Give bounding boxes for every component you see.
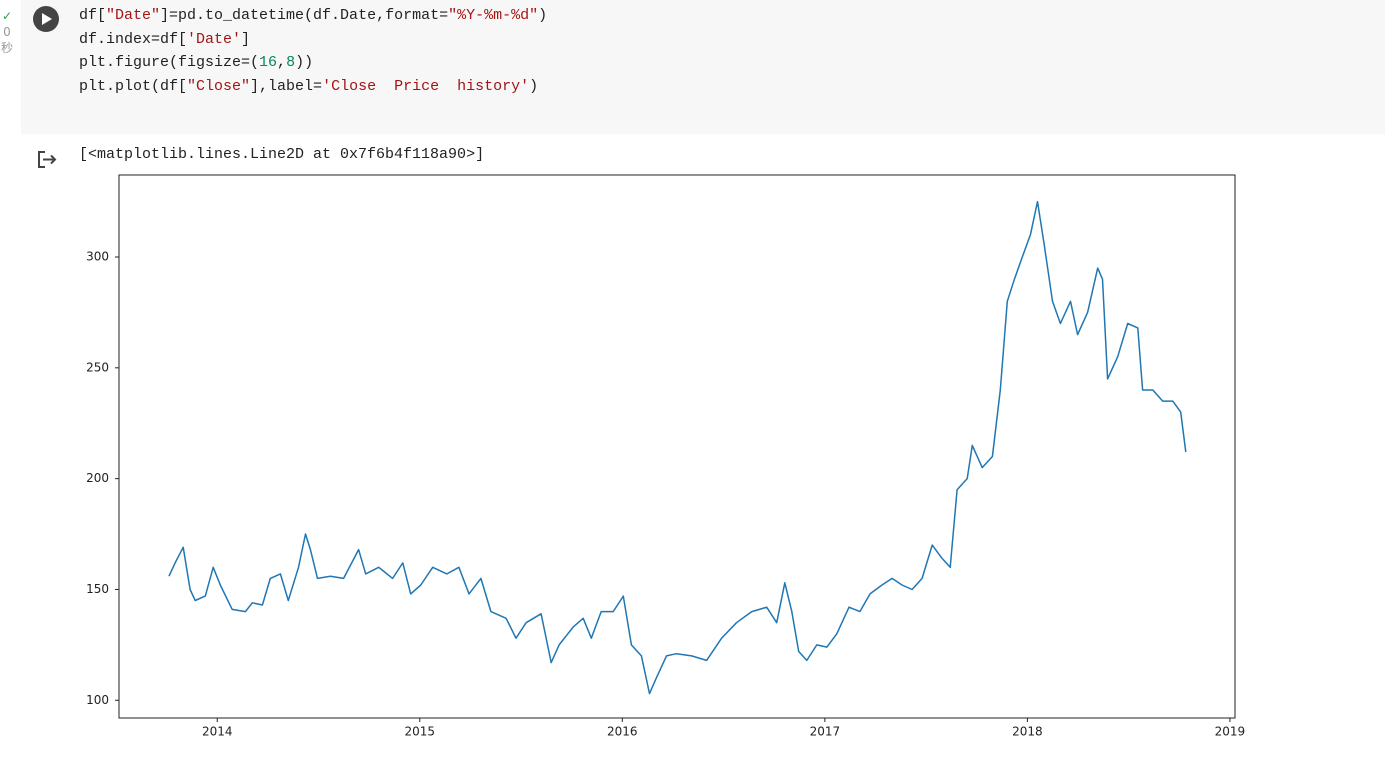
code-token: ) [538,7,548,24]
price-line [168,200,1187,695]
y-tick-label: 150 [86,582,109,596]
run-button[interactable] [26,0,66,40]
x-tick-label: 2018 [1012,725,1043,739]
code-token: ]=pd.to_datetime(df.Date,format= [160,7,449,24]
code-token: plt.plot(df[ [79,77,188,95]
code-token: "Date" [106,7,161,24]
check-icon: ✓ [1,9,13,23]
code-token: ],label= [250,77,323,95]
y-tick-label: 300 [86,250,109,264]
x-tick-label: 2016 [607,725,638,739]
code-token: ) [529,77,539,95]
code-token: , [277,54,287,71]
y-tick-label: 250 [86,360,109,374]
x-tick-label: 2019 [1215,725,1246,739]
x-tick-label: 2017 [810,725,841,739]
x-tick-label: 2014 [202,725,233,739]
output-icon [38,151,57,168]
code-line: df["Date"]=pd.to_datetime(df.Date,format… [79,7,547,24]
code-token: 16 [259,54,278,71]
code-token: 'Close Price history' [322,77,530,95]
y-tick-label: 100 [86,693,109,707]
x-tick-label: 2015 [404,725,435,739]
output-text: [<matplotlib.lines.Line2D at 0x7f6b4f118… [79,146,485,163]
code-token: 'Date' [187,30,242,48]
code-line: plt.figure(figsize=(16,8)) [79,54,313,71]
code-token: )) [295,54,314,71]
code-token: df[ [79,7,107,24]
code-cell [21,0,1385,134]
code-line: df.index=df['Date'] [79,31,250,48]
code-token: 8 [286,54,296,71]
code-line: plt.plot(df["Close"],label='Close Price … [79,78,538,95]
code-token: plt.figure(figsize=( [79,54,260,71]
run-status: ✓ 0 秒 [1,8,13,56]
code-token: "Close" [187,77,251,95]
run-time: 0 [3,25,11,39]
run-time-unit: 秒 [1,41,14,55]
code-token: df.index=df[ [79,30,188,48]
code-token: "%Y-%m-%d" [448,7,539,24]
code-token: ] [241,30,251,48]
plot-area [118,174,1236,719]
y-tick-label: 200 [86,471,109,485]
